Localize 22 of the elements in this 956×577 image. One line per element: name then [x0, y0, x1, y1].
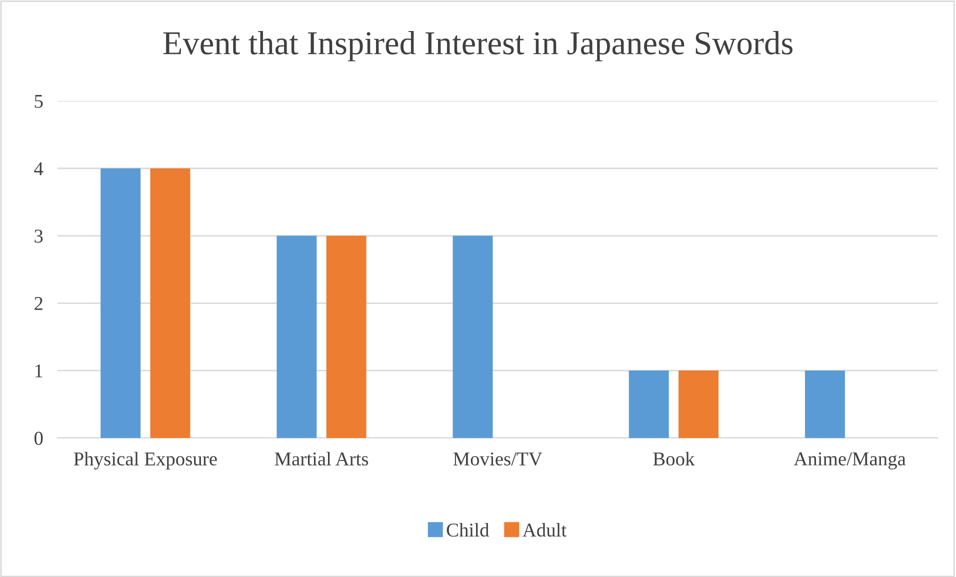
y-tick-label: 4 — [34, 162, 44, 176]
bar — [276, 236, 317, 438]
legend-label: Child — [446, 522, 490, 537]
bar — [804, 370, 845, 438]
x-tick-label: Physical Exposure — [74, 452, 217, 470]
bar — [678, 370, 719, 438]
y-tick-label: 3 — [34, 230, 43, 243]
bar — [326, 236, 366, 438]
x-tick-label: Martial Arts — [274, 452, 368, 466]
bar — [628, 370, 669, 438]
bar — [150, 168, 190, 438]
x-tick-label: Anime/Manga — [794, 452, 906, 470]
bar — [100, 168, 141, 438]
legend-label: Adult — [522, 522, 567, 537]
x-tick-label: Movies/TV — [453, 452, 542, 466]
y-tick-label: 1 — [35, 364, 42, 378]
chart-title: Event that Inspired Interest in Japanese Swords — [163, 31, 792, 62]
bar — [452, 236, 493, 438]
y-tick-label: 5 — [34, 94, 43, 108]
y-tick-label: 2 — [34, 297, 42, 310]
x-tick-label: Book — [653, 452, 695, 466]
y-tick-label: 0 — [34, 432, 43, 445]
